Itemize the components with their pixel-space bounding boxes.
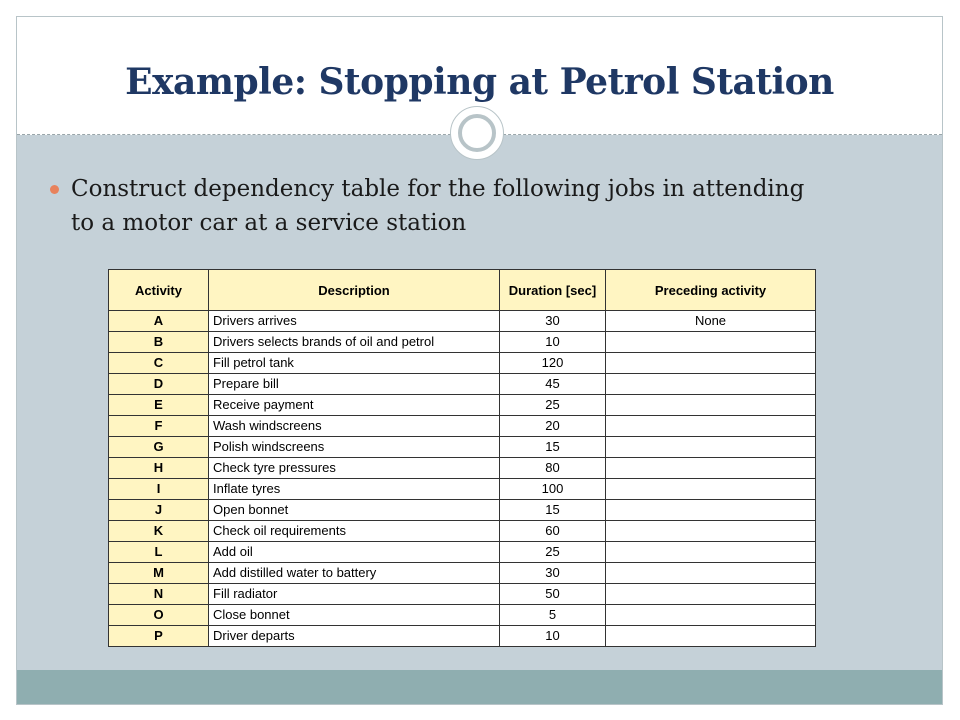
cell-duration: 5 <box>499 604 606 626</box>
cell-preceding <box>605 436 816 458</box>
cell-description: Polish windscreens <box>208 436 500 458</box>
cell-activity: N <box>108 583 209 605</box>
cell-preceding: None <box>605 310 816 332</box>
cell-duration: 50 <box>499 583 606 605</box>
cell-activity: P <box>108 625 209 647</box>
table-row: K Check oil requirements 60 <box>108 520 816 542</box>
cell-preceding <box>605 583 816 605</box>
cell-description: Driver departs <box>208 625 500 647</box>
cell-preceding <box>605 562 816 584</box>
cell-preceding <box>605 373 816 395</box>
cell-duration: 30 <box>499 310 606 332</box>
cell-activity: C <box>108 352 209 374</box>
dependency-table: Activity Description Duration [sec] Prec… <box>108 269 816 647</box>
cell-preceding <box>605 331 816 353</box>
cell-description: Fill radiator <box>208 583 500 605</box>
cell-activity: F <box>108 415 209 437</box>
cell-activity: A <box>108 310 209 332</box>
cell-description: Fill petrol tank <box>208 352 500 374</box>
cell-preceding <box>605 415 816 437</box>
cell-duration: 25 <box>499 541 606 563</box>
table-row: I Inflate tyres 100 <box>108 478 816 500</box>
cell-preceding <box>605 499 816 521</box>
cell-duration: 45 <box>499 373 606 395</box>
cell-description: Receive payment <box>208 394 500 416</box>
cell-activity: L <box>108 541 209 563</box>
cell-activity: G <box>108 436 209 458</box>
table-row: D Prepare bill 45 <box>108 373 816 395</box>
circle-ornament-inner <box>458 114 496 152</box>
cell-activity: J <box>108 499 209 521</box>
cell-description: Inflate tyres <box>208 478 500 500</box>
cell-preceding <box>605 604 816 626</box>
table-row: E Receive payment 25 <box>108 394 816 416</box>
header-description: Description <box>208 269 500 311</box>
cell-preceding <box>605 625 816 647</box>
table-body: A Drivers arrives 30 None B Drivers selects b… <box>108 310 816 647</box>
bullet-text: Construct dependency table for the follo… <box>71 176 805 236</box>
table-row: H Check tyre pressures 80 <box>108 457 816 479</box>
circle-ornament-icon <box>450 106 504 160</box>
cell-duration: 10 <box>499 331 606 353</box>
cell-description: Close bonnet <box>208 604 500 626</box>
footer-band <box>17 670 942 704</box>
cell-activity: H <box>108 457 209 479</box>
cell-duration: 30 <box>499 562 606 584</box>
cell-description: Drivers arrives <box>208 310 500 332</box>
table-header-row: Activity Description Duration [sec] Prec… <box>108 269 816 311</box>
cell-description: Open bonnet <box>208 499 500 521</box>
header-duration: Duration [sec] <box>499 269 606 311</box>
table-row: O Close bonnet 5 <box>108 604 816 626</box>
cell-activity: I <box>108 478 209 500</box>
cell-activity: M <box>108 562 209 584</box>
cell-duration: 25 <box>499 394 606 416</box>
table-row: F Wash windscreens 20 <box>108 415 816 437</box>
cell-preceding <box>605 457 816 479</box>
cell-preceding <box>605 352 816 374</box>
cell-description: Drivers selects brands of oil and petrol <box>208 331 500 353</box>
cell-activity: E <box>108 394 209 416</box>
cell-activity: B <box>108 331 209 353</box>
table-row: G Polish windscreens 15 <box>108 436 816 458</box>
header-preceding: Preceding activity <box>605 269 816 311</box>
bullet-item: Construct dependency table for the follo… <box>50 172 830 240</box>
cell-activity: D <box>108 373 209 395</box>
cell-duration: 100 <box>499 478 606 500</box>
cell-description: Add oil <box>208 541 500 563</box>
cell-duration: 15 <box>499 499 606 521</box>
cell-activity: O <box>108 604 209 626</box>
table-row: M Add distilled water to battery 30 <box>108 562 816 584</box>
cell-description: Add distilled water to battery <box>208 562 500 584</box>
cell-duration: 10 <box>499 625 606 647</box>
table-row: J Open bonnet 15 <box>108 499 816 521</box>
cell-duration: 60 <box>499 520 606 542</box>
table-row: N Fill radiator 50 <box>108 583 816 605</box>
cell-preceding <box>605 541 816 563</box>
table-row: C Fill petrol tank 120 <box>108 352 816 374</box>
bullet-dot-icon <box>50 185 59 194</box>
table-row: L Add oil 25 <box>108 541 816 563</box>
table-row: A Drivers arrives 30 None <box>108 310 816 332</box>
cell-activity: K <box>108 520 209 542</box>
cell-preceding <box>605 394 816 416</box>
cell-duration: 20 <box>499 415 606 437</box>
header-activity: Activity <box>108 269 209 311</box>
cell-description: Check oil requirements <box>208 520 500 542</box>
cell-duration: 15 <box>499 436 606 458</box>
cell-duration: 80 <box>499 457 606 479</box>
cell-preceding <box>605 520 816 542</box>
table-row: P Driver departs 10 <box>108 625 816 647</box>
cell-duration: 120 <box>499 352 606 374</box>
cell-description: Prepare bill <box>208 373 500 395</box>
cell-description: Check tyre pressures <box>208 457 500 479</box>
cell-description: Wash windscreens <box>208 415 500 437</box>
slide-title: Example: Stopping at Petrol Station <box>125 61 834 103</box>
table-row: B Drivers selects brands of oil and petro… <box>108 331 816 353</box>
cell-preceding <box>605 478 816 500</box>
